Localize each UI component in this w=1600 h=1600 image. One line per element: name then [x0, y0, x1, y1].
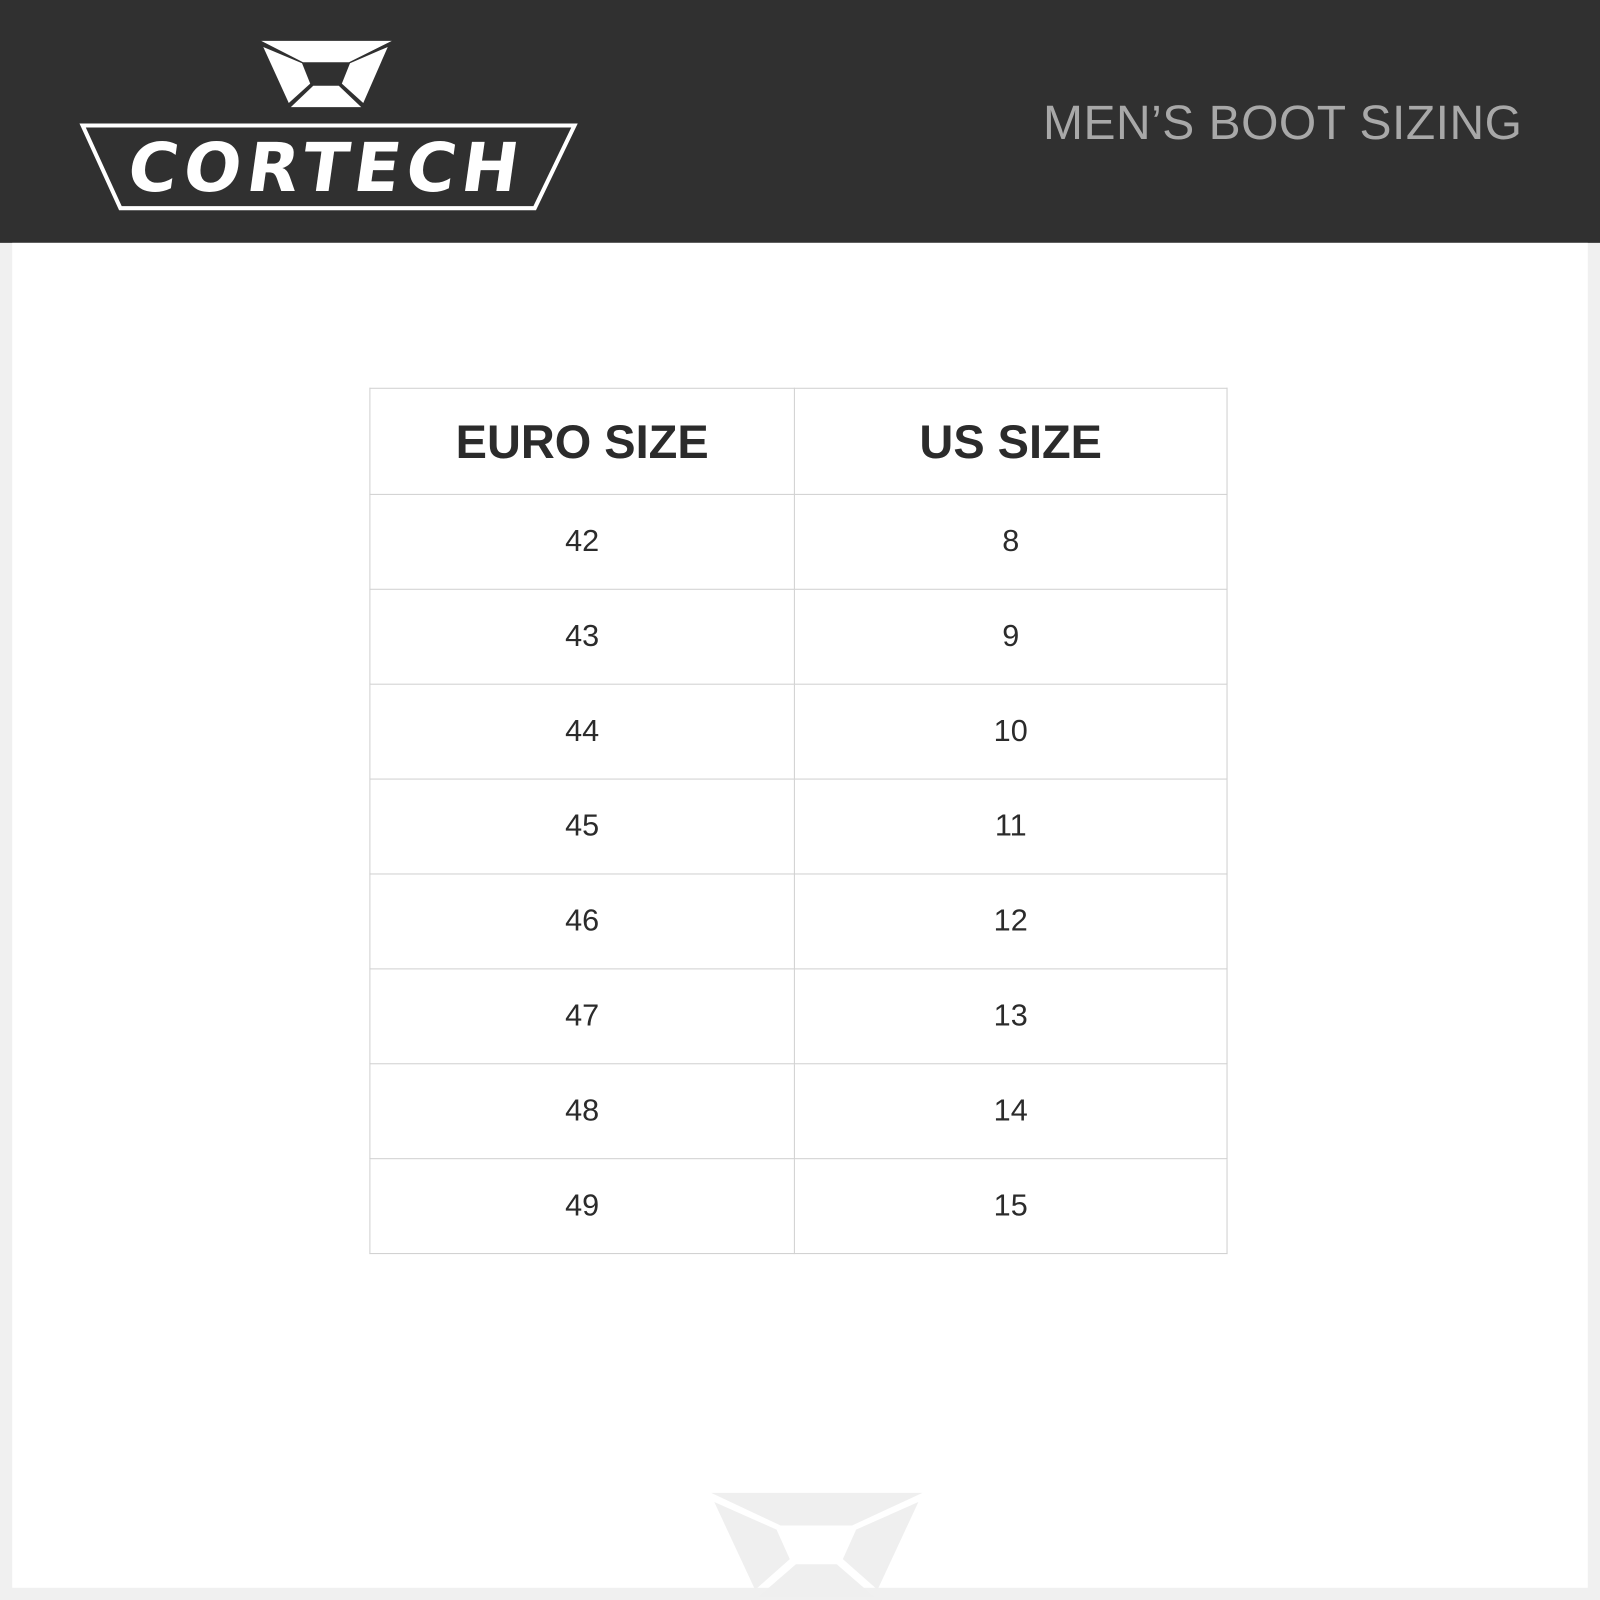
column-header-euro: EURO SIZE — [369, 387, 795, 495]
us-size-cell: 12 — [793, 873, 1228, 970]
us-size-cell: 9 — [793, 588, 1228, 685]
us-size-cell: 8 — [793, 493, 1228, 590]
column-header-us: US SIZE — [793, 387, 1228, 495]
table-row: 49 15 — [369, 1158, 1228, 1255]
euro-size-cell: 42 — [369, 493, 795, 590]
us-size-cell: 11 — [793, 778, 1228, 875]
euro-size-cell: 49 — [369, 1158, 795, 1255]
table-row: 47 13 — [369, 968, 1228, 1065]
us-size-cell: 15 — [793, 1158, 1228, 1255]
us-size-cell: 10 — [793, 683, 1228, 780]
page-title: MEN’S BOOT SIZING — [1043, 94, 1523, 149]
euro-size-cell: 47 — [369, 968, 795, 1065]
euro-size-cell: 48 — [369, 1063, 795, 1160]
table-row: 45 11 — [369, 778, 1228, 875]
euro-size-cell: 45 — [369, 778, 795, 875]
header: CORTECH MEN’S BOOT SIZING — [0, 0, 1600, 243]
table-row: 46 12 — [369, 873, 1228, 970]
table-row: 44 10 — [369, 683, 1228, 780]
cortech-logo — [79, 40, 578, 211]
euro-size-cell: 46 — [369, 873, 795, 970]
us-size-cell: 13 — [793, 968, 1228, 1065]
table-row: 42 8 — [369, 493, 1228, 590]
logo-banner-frame — [79, 123, 578, 211]
euro-size-cell: 44 — [369, 683, 795, 780]
euro-size-cell: 43 — [369, 588, 795, 685]
logo-wordmark: CORTECH — [123, 128, 531, 208]
table-row: 43 9 — [369, 588, 1228, 685]
table-row: 48 14 — [369, 1063, 1228, 1160]
cortech-emblem-icon — [261, 40, 392, 108]
table-header-row: EURO SIZE US SIZE — [369, 387, 1228, 495]
us-size-cell: 14 — [793, 1063, 1228, 1160]
size-chart-table: EURO SIZE US SIZE 42 8 43 9 44 10 45 11 46 12 47 13… — [369, 387, 1228, 1255]
